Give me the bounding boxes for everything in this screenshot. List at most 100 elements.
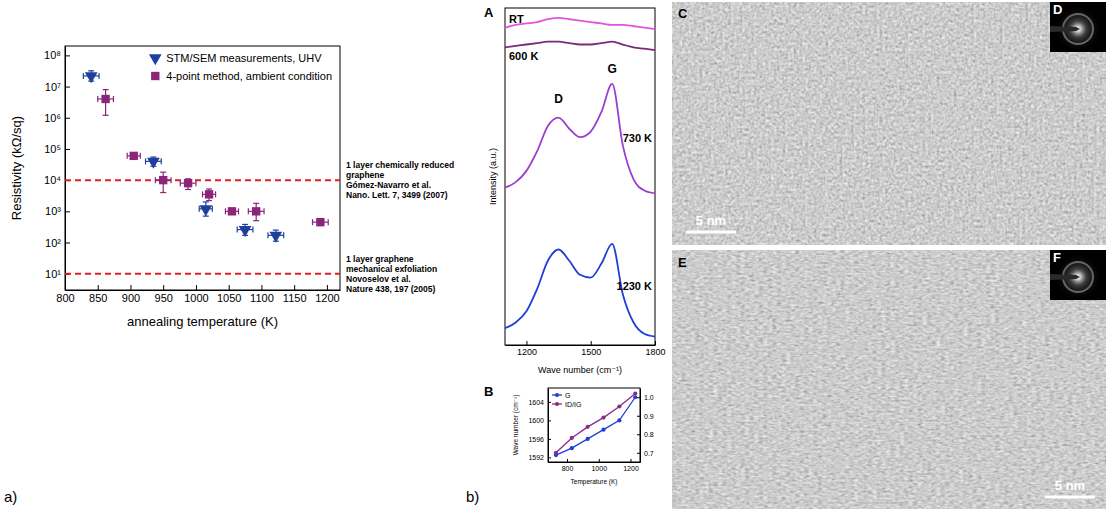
marker: [239, 226, 252, 237]
series-line: [556, 394, 635, 453]
series-line: [556, 397, 635, 455]
x-error-cap: [248, 208, 249, 214]
tick-label: 1592: [528, 454, 544, 461]
diffraction-background: [1050, 2, 1106, 52]
panel-label: a): [4, 488, 17, 505]
tick-label: 1100: [250, 292, 274, 304]
tick-mark: [548, 402, 551, 403]
tick: 950: [155, 285, 173, 304]
tick: 1150: [283, 285, 307, 304]
y-error-cap: [253, 203, 259, 204]
tick: 10⁶: [44, 112, 70, 124]
axis: 80085090095010001050110011501200: [56, 285, 340, 304]
tick-label: 0.7: [644, 449, 654, 456]
reference-line: [65, 273, 340, 275]
x-error-cap: [199, 206, 200, 212]
tick-label: 1600: [528, 417, 544, 424]
reference-label-line: Nano. Lett. 7, 3499 (2007): [346, 190, 448, 200]
beam-stop: [1050, 274, 1080, 280]
tick-mark: [655, 341, 656, 345]
y-error-cap: [160, 172, 166, 173]
y-error-cap: [160, 192, 166, 193]
tick-mark: [98, 285, 99, 290]
panel-letter: F: [1053, 250, 1061, 265]
diffraction-pattern: [1050, 250, 1106, 301]
tick: 1000: [591, 459, 607, 472]
x-error-cap: [127, 153, 128, 159]
axis-line: [65, 47, 66, 291]
beam-stop: [1050, 26, 1080, 32]
tick-label: 1604: [528, 399, 544, 406]
plot-frame: [65, 46, 340, 290]
tick: 1596: [528, 436, 551, 443]
tick-label: 1200: [517, 347, 537, 357]
legend: STM/SEM measurements, UHV4-point method,…: [149, 52, 332, 82]
tick: 1604: [528, 399, 551, 406]
plot-frame: [548, 388, 640, 462]
x-axis-title: annealing temperature (K): [127, 314, 278, 329]
x-error-cap: [202, 191, 203, 197]
series-label: 730 K: [623, 132, 652, 144]
tick-label: 0.9: [644, 412, 654, 419]
reference-label-line: Gómez-Navarro et al.: [346, 180, 431, 190]
series-line: [505, 84, 655, 194]
tick: 1.0: [637, 394, 654, 401]
tick-mark: [65, 55, 70, 56]
scale-bar: [686, 231, 736, 234]
tick-label: 900: [122, 292, 140, 304]
axis-line: [640, 389, 641, 463]
legend-marker: [149, 54, 162, 65]
series: [98, 90, 328, 227]
x-error-cap: [195, 180, 196, 186]
reference-label: 1 layer chemically reducedgrapheneGómez-…: [346, 160, 454, 200]
tick: 1200: [315, 285, 339, 304]
tick-label: 800: [562, 465, 574, 472]
x-error-cap: [140, 153, 141, 159]
scale-bar: [1045, 496, 1095, 499]
marker: [617, 404, 621, 408]
marker: [570, 446, 574, 450]
tick-label: 850: [89, 292, 107, 304]
tick: 1592: [528, 454, 551, 461]
x-error-cap: [161, 158, 162, 164]
tick: 1100: [250, 285, 274, 304]
tick-label: 0.8: [644, 431, 654, 438]
panel-letter: A: [484, 5, 494, 20]
tick-mark: [130, 285, 131, 290]
tick-mark: [327, 285, 328, 290]
tick-mark: [630, 459, 631, 462]
tick-mark: [637, 434, 640, 435]
reference-label-line: 1 layer chemically reduced: [346, 160, 454, 170]
x-error-cap: [83, 73, 84, 79]
legend-label: ID/IG: [565, 401, 581, 408]
x-error-cap: [155, 177, 156, 183]
x-error-cap: [145, 158, 146, 164]
x-error-cap: [215, 191, 216, 197]
y-axis-title: Wave number (cm⁻¹): [512, 395, 520, 456]
diffraction-pattern: [1050, 2, 1106, 53]
x-error-cap: [170, 177, 171, 183]
x-error-cap: [252, 227, 253, 233]
y-error-cap: [103, 115, 109, 116]
y-error-cap: [150, 156, 156, 157]
tick-mark: [65, 87, 70, 88]
figure: 8008509009501000105011001150120010¹10²10…: [0, 0, 1110, 511]
marker: [601, 428, 605, 432]
marker: [633, 391, 637, 395]
tick-mark: [65, 211, 70, 212]
marker: [85, 72, 98, 83]
tick-mark: [548, 457, 551, 458]
tick-label: 1200: [315, 292, 339, 304]
scale-bar-label: 5 nm: [1055, 478, 1085, 493]
tick: 900: [122, 285, 140, 304]
tick-label: 1500: [581, 347, 601, 357]
x-error-cap: [328, 219, 329, 225]
y-error-cap: [253, 220, 259, 221]
tick: 10⁵: [44, 143, 70, 155]
tick: 10⁷: [45, 81, 70, 93]
marker: [130, 152, 138, 160]
tick-mark: [637, 397, 640, 398]
x-error-cap: [238, 208, 239, 214]
marker: [269, 232, 282, 243]
tick-label: 10⁷: [45, 81, 61, 93]
